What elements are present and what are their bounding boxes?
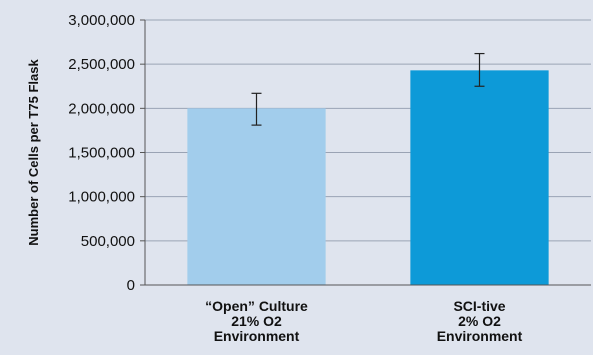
x-category-label: Environment <box>437 328 523 344</box>
x-category-label: Environment <box>214 328 300 344</box>
x-category-label: SCI-tive <box>453 298 505 314</box>
y-tick-label: 500,000 <box>81 233 135 250</box>
x-category-label: 2% O2 <box>458 313 501 329</box>
y-tick-label: 2,000,000 <box>68 100 135 117</box>
y-tick-label: 0 <box>127 277 135 294</box>
axes <box>140 19 591 286</box>
y-axis-title: Number of Cells per T75 Flask <box>26 59 41 246</box>
x-category-label: “Open” Culture <box>205 298 308 314</box>
error-bars <box>251 52 485 126</box>
y-tick-label: 3,000,000 <box>68 12 135 29</box>
bars <box>187 70 549 285</box>
y-tick-label: 2,500,000 <box>68 56 135 73</box>
y-tick-label: 1,500,000 <box>68 145 135 162</box>
bar <box>187 108 326 285</box>
y-tick-labels: 0 500,000 1,000,000 1,500,000 2,000,000 2,500… <box>68 12 135 294</box>
x-category-label: 21% O2 <box>231 313 282 329</box>
y-tick-label: 1,000,000 <box>68 189 135 206</box>
bar <box>410 70 549 285</box>
